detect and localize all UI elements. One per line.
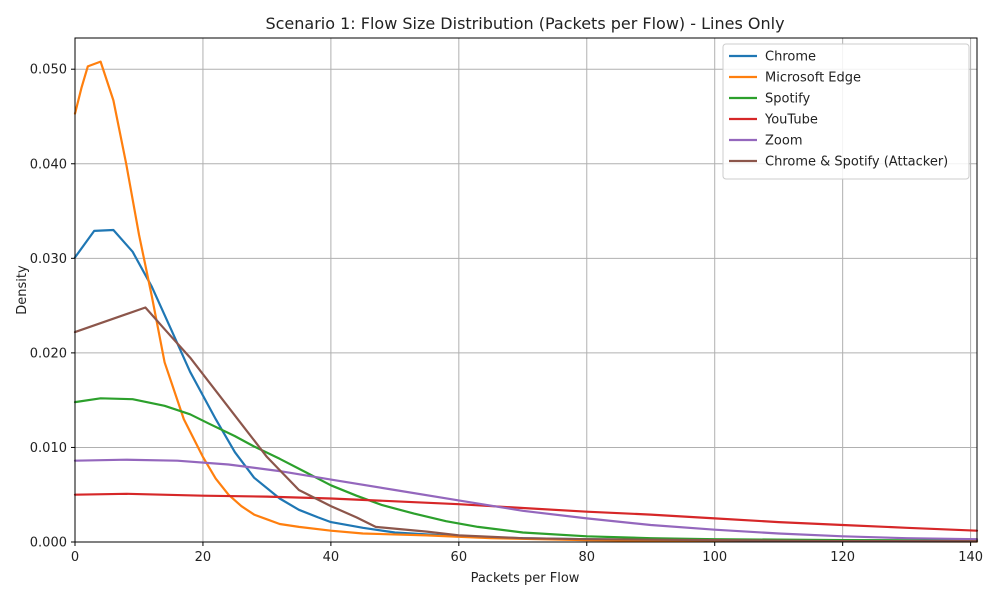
y-axis-label: Density bbox=[15, 265, 30, 315]
x-tick-label: 80 bbox=[578, 550, 595, 565]
series-line-zoom bbox=[73, 458, 979, 541]
x-tick-label: 100 bbox=[702, 550, 727, 565]
x-tick-label: 120 bbox=[830, 550, 855, 565]
legend-box bbox=[722, 43, 970, 180]
y-tick-label: 0.050 bbox=[30, 63, 67, 78]
x-tick-label: 140 bbox=[958, 550, 983, 565]
chart-title: Scenario 1: Flow Size Distribution (Pack… bbox=[265, 14, 784, 33]
y-tick-label: 0.000 bbox=[30, 536, 67, 551]
legend-label: Chrome & Spotify (Attacker) bbox=[765, 155, 948, 170]
y-tick-label: 0.010 bbox=[30, 441, 67, 456]
y-tick-label: 0.020 bbox=[30, 346, 67, 361]
legend-label: YouTube bbox=[764, 113, 818, 128]
legend-label: Zoom bbox=[765, 134, 802, 149]
series-line-microsoft-edge bbox=[73, 60, 979, 543]
series-line-youtube bbox=[73, 492, 979, 532]
legend-label: Chrome bbox=[765, 50, 816, 65]
plot-frame bbox=[74, 37, 978, 543]
x-tick-label: 20 bbox=[195, 550, 212, 565]
axis-ticks: 0 20 40 60 80 100 120 140 0.000 0.010 0.020 0.030 0.… bbox=[30, 63, 983, 565]
y-tick-label: 0.030 bbox=[30, 252, 67, 267]
x-tick-label: 0 bbox=[71, 550, 79, 565]
x-axis-label: Packets per Flow bbox=[471, 571, 580, 586]
y-tick-label: 0.040 bbox=[30, 157, 67, 172]
x-tick-label: 60 bbox=[451, 550, 468, 565]
x-tick-label: 40 bbox=[323, 550, 340, 565]
legend-label: Spotify bbox=[765, 92, 811, 107]
legend-label: Microsoft Edge bbox=[765, 71, 861, 86]
series-line-chrome-spotify-attacker bbox=[73, 306, 979, 543]
series-line-spotify bbox=[73, 397, 979, 542]
series-line-chrome bbox=[73, 228, 979, 543]
series-lines bbox=[73, 60, 979, 543]
legend: Chrome Microsoft Edge Spotify YouTube Zoom Ch… bbox=[722, 43, 970, 180]
